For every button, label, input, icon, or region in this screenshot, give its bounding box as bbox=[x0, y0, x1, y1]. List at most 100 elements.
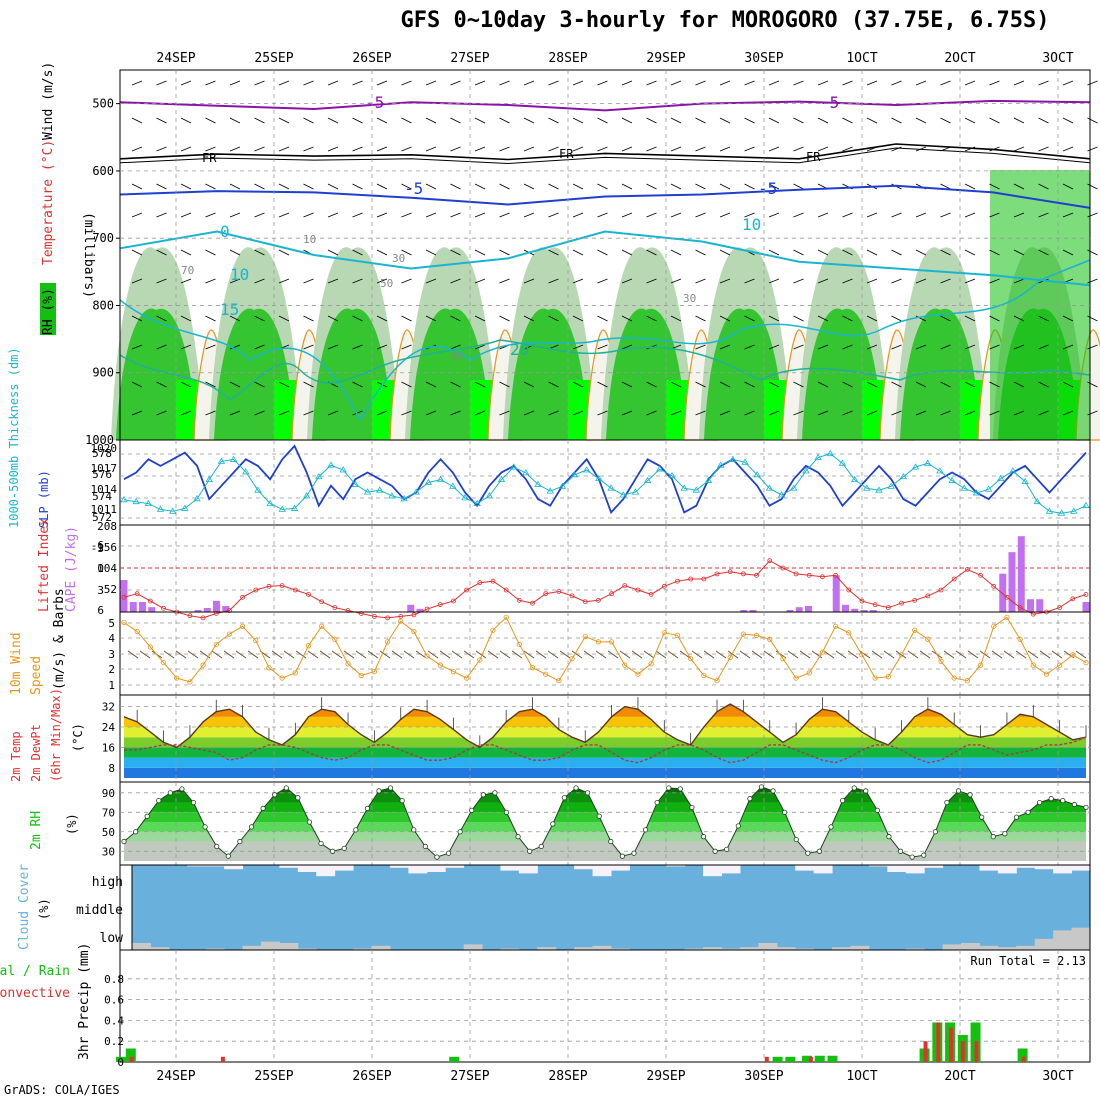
wind-speed-marker bbox=[1083, 659, 1089, 666]
precip-frame bbox=[119, 949, 1091, 1063]
lifted-index-marker bbox=[872, 602, 878, 608]
thickness-marker bbox=[753, 471, 761, 478]
surface-wind-barb bbox=[307, 650, 319, 659]
wind-barb bbox=[278, 410, 290, 416]
wind-barb bbox=[156, 146, 167, 152]
rh-marker bbox=[1048, 796, 1054, 802]
surface-wind-barb bbox=[499, 650, 511, 659]
surface-wind-barb bbox=[163, 650, 175, 659]
wind-barb bbox=[499, 315, 510, 322]
wind-barb bbox=[597, 183, 608, 190]
wind-barb bbox=[572, 278, 584, 284]
wind-barb bbox=[768, 315, 780, 322]
precip-convective-bar bbox=[1021, 1056, 1026, 1062]
wind-barb bbox=[548, 315, 559, 322]
rh-marker bbox=[631, 850, 637, 856]
chart-title: GFS 0~10day 3-hourly for MOROGORO (37.75… bbox=[400, 8, 1050, 33]
wind-barb bbox=[670, 183, 682, 190]
thickness-marker bbox=[156, 505, 165, 512]
wind-speed-marker bbox=[464, 675, 470, 681]
wind-barb bbox=[866, 212, 878, 218]
wind-speed-marker bbox=[833, 623, 839, 629]
cape-bar bbox=[407, 604, 415, 612]
rh-tick-label: 70 bbox=[102, 806, 115, 819]
precip-tick-label: 0.8 bbox=[104, 973, 124, 986]
bottom-date-label: 3OCT bbox=[1042, 1069, 1073, 1084]
precip-legend-total: Total / Rain bbox=[0, 964, 70, 979]
surface-wind-barb bbox=[463, 650, 475, 659]
contour-label: -5 bbox=[365, 93, 384, 112]
cloud-high-gap bbox=[905, 865, 925, 874]
wind-barb bbox=[621, 183, 633, 190]
thickness-marker bbox=[473, 499, 481, 507]
wind-barb bbox=[303, 117, 314, 124]
wind-barb bbox=[352, 212, 363, 218]
wind-barb bbox=[989, 315, 1000, 322]
wind-barb bbox=[646, 212, 657, 218]
wind-barb bbox=[572, 146, 584, 152]
thickness-marker bbox=[315, 472, 323, 480]
surface-wind-barb bbox=[655, 650, 667, 659]
lifted-index-marker bbox=[279, 583, 285, 588]
wind-barb bbox=[180, 249, 192, 256]
cloud-low-fill bbox=[997, 947, 1017, 950]
lifted-index-marker bbox=[358, 611, 364, 616]
rh-marker bbox=[805, 850, 811, 856]
wind-tick-label: 1 bbox=[108, 679, 115, 692]
thickness-marker bbox=[692, 486, 701, 493]
wind-barb bbox=[131, 146, 143, 152]
rh-marker bbox=[561, 795, 568, 801]
wind-barb bbox=[278, 183, 290, 190]
wind-barb bbox=[327, 410, 339, 416]
thickness-marker bbox=[887, 482, 895, 489]
wind-barb bbox=[180, 117, 192, 124]
lifted-index-marker bbox=[661, 583, 667, 589]
temperature-contour bbox=[119, 184, 1091, 209]
rh-marker bbox=[990, 834, 996, 840]
wind-speed-marker bbox=[635, 671, 641, 677]
wind-barb bbox=[401, 278, 412, 284]
wind-speed-marker bbox=[872, 675, 878, 681]
wind-barb bbox=[964, 117, 976, 124]
wind-barb bbox=[425, 117, 437, 124]
precip-tick-label: 0 bbox=[117, 1056, 124, 1069]
contour-label: -5 bbox=[758, 179, 777, 198]
pressure-tick-label: 700 bbox=[92, 231, 114, 245]
wind-barb bbox=[131, 278, 143, 284]
wind-barb bbox=[915, 278, 927, 284]
cloud-high-gap bbox=[924, 865, 944, 868]
lifted-tick-label: 6 bbox=[97, 604, 104, 617]
cloud-low-fill bbox=[776, 947, 796, 950]
rh-marker bbox=[782, 809, 788, 815]
lifted-index-marker bbox=[385, 615, 390, 621]
surface-wind-barb bbox=[979, 650, 991, 659]
lifted-index-line bbox=[123, 560, 1087, 619]
wind-barb bbox=[1087, 249, 1098, 256]
wind-barb bbox=[1038, 344, 1049, 350]
wind-barb bbox=[915, 344, 927, 350]
surface-wind-barb bbox=[547, 650, 559, 659]
wind-barb bbox=[940, 344, 951, 350]
wind-barb bbox=[131, 183, 143, 190]
lifted-index-marker bbox=[635, 587, 641, 593]
surface-wind-barb bbox=[763, 650, 775, 659]
cloud-high-gap bbox=[1071, 865, 1091, 871]
temp-axis-label-3: (6hr Min/Max) bbox=[49, 688, 63, 782]
cape-bar bbox=[1036, 599, 1044, 612]
wind-barb bbox=[1013, 381, 1025, 388]
thickness-marker bbox=[400, 495, 408, 502]
thickness-marker bbox=[680, 484, 688, 491]
rh-marker bbox=[353, 827, 359, 833]
thickness-marker bbox=[449, 482, 457, 489]
wind-barb bbox=[891, 117, 902, 124]
wind-barb bbox=[695, 410, 706, 416]
wind-barb bbox=[499, 278, 510, 284]
wind-barb bbox=[254, 249, 265, 256]
precip-convective-bar bbox=[974, 1041, 979, 1062]
rh-marker bbox=[318, 840, 324, 847]
wind-barb bbox=[964, 249, 976, 256]
wind-barb bbox=[376, 344, 388, 350]
cloud-low-fill bbox=[1071, 927, 1091, 950]
cloud-low-fill bbox=[684, 948, 704, 950]
bottom-date-label: 30SEP bbox=[744, 1069, 783, 1084]
